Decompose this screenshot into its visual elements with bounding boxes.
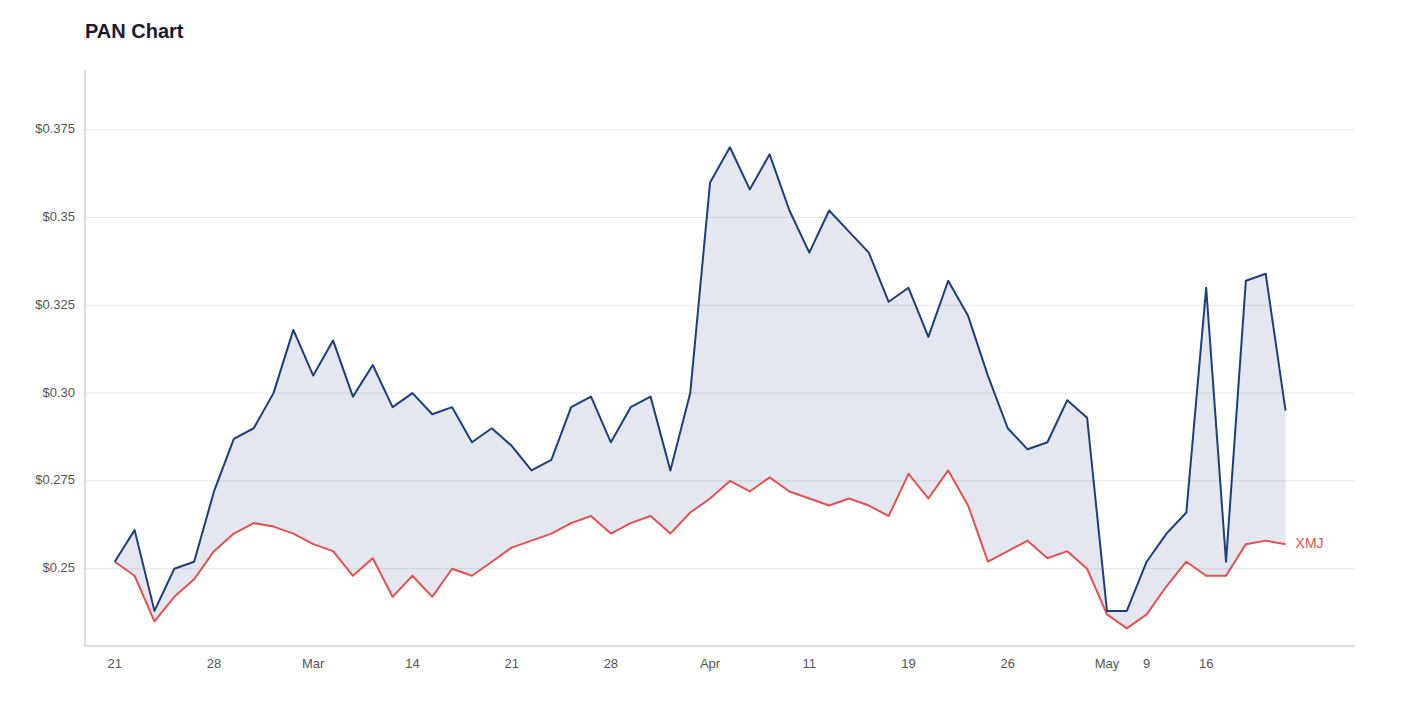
plot-area [115,147,1286,628]
fill-between [115,147,1286,628]
y-tick-label: $0.375 [35,121,75,136]
x-tick-label: 26 [1001,656,1015,671]
x-tick-label: 19 [901,656,915,671]
x-tick-label: Mar [302,656,325,671]
x-tick-label: 21 [504,656,518,671]
y-tick-label: $0.25 [42,560,75,575]
x-tick-label: Apr [700,656,721,671]
x-tick-label: 28 [604,656,618,671]
y-tick-label: $0.325 [35,297,75,312]
series-line [115,147,1286,611]
x-tick-label: 21 [108,656,122,671]
x-tick-label: 9 [1143,656,1150,671]
y-axis-line [85,70,86,646]
x-tick-label: 28 [207,656,221,671]
x-tick-label: 16 [1199,656,1213,671]
series-line [115,470,1286,628]
x-tick-label: May [1095,656,1120,671]
x-tick-label: 11 [803,656,817,671]
y-tick-label: $0.30 [42,385,75,400]
chart: PAN Chart $0.25 $0.275 $0.30 $0.325 $0.35 $0.3… [0,0,1425,701]
x-tick-label: 14 [405,656,419,671]
title: PAN Chart [85,20,184,42]
y-tick-label: $0.275 [35,472,75,487]
series-label: XMJ [1296,535,1324,551]
x-axis-line [85,646,1355,647]
grid-line [85,129,1355,130]
y-tick-label: $0.35 [42,209,75,224]
